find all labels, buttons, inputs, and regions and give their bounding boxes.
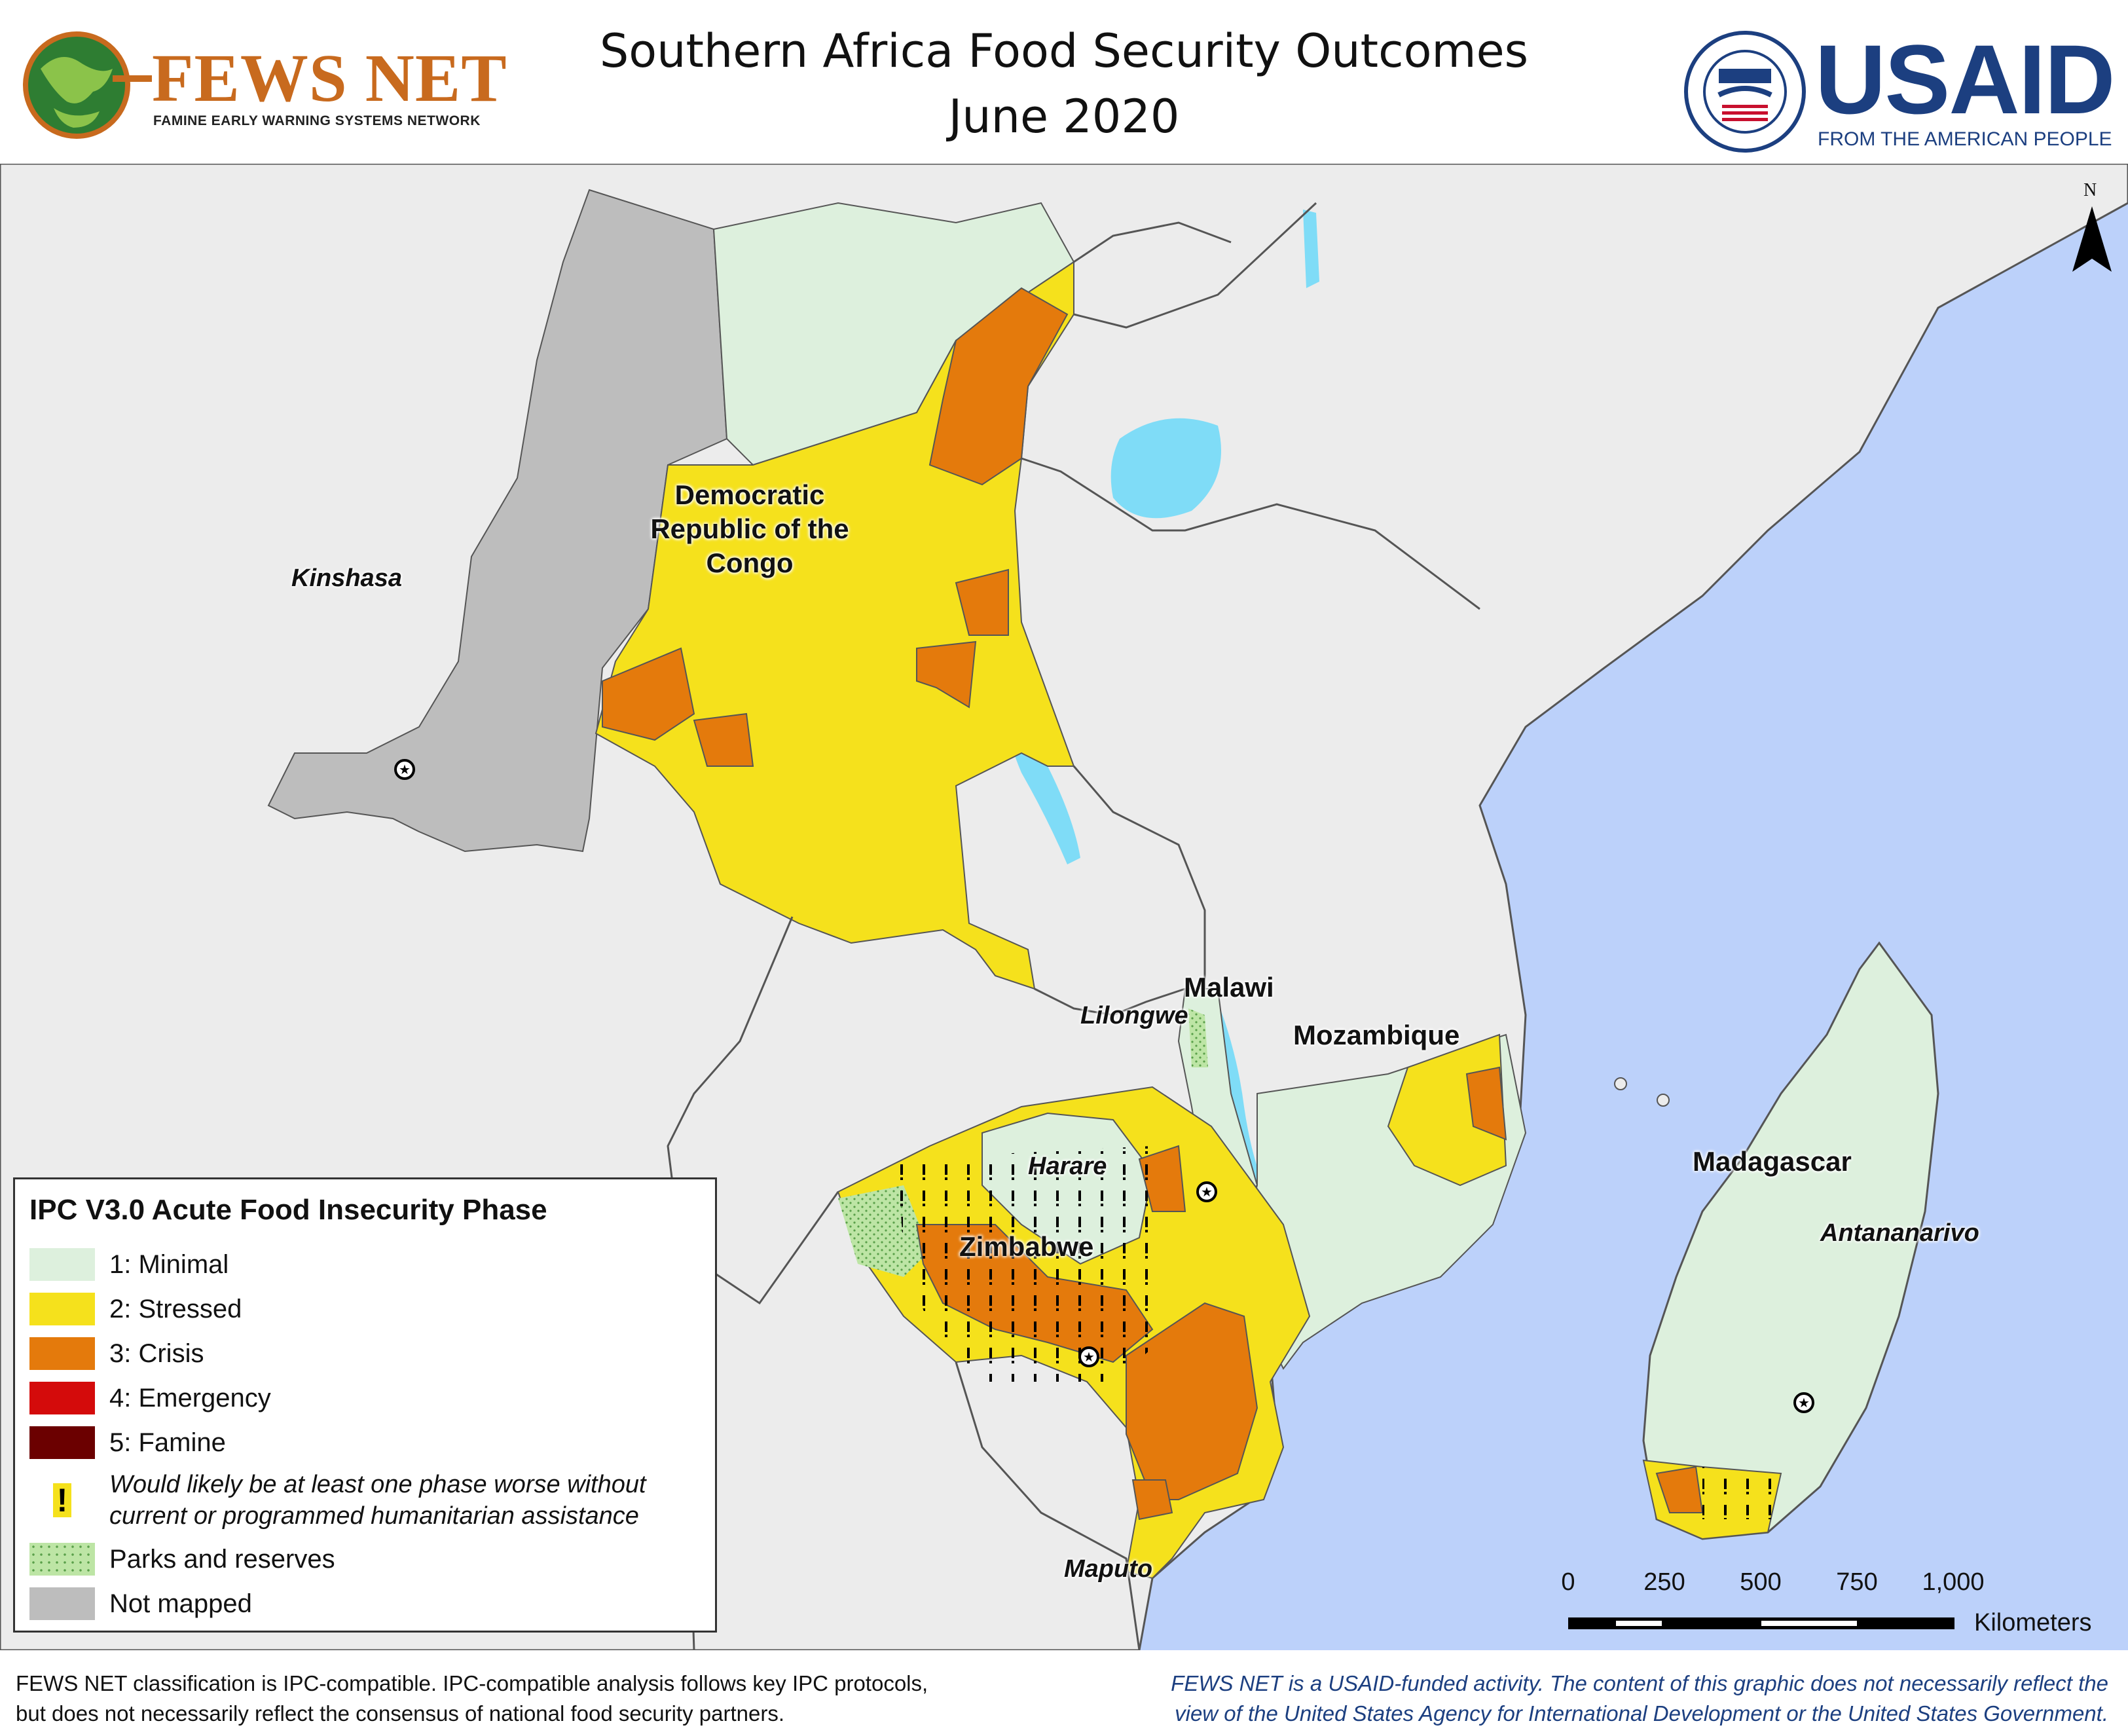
legend-swatch-minimal bbox=[29, 1248, 95, 1281]
scale-bar-graphic bbox=[1568, 1617, 1954, 1629]
usaid-seal-icon bbox=[1684, 31, 1806, 153]
fews-net-logo: FEWS NET FAMINE EARLY WARNING SYSTEMS NE… bbox=[14, 29, 507, 147]
label-drc: Democratic Republic of the Congo bbox=[650, 479, 849, 578]
label-madagascar: Madagascar bbox=[1693, 1146, 1852, 1177]
island-comoros-1 bbox=[1614, 1077, 1627, 1090]
legend-swatch-stressed bbox=[29, 1293, 95, 1325]
legend-item-emergency: 4: Emergency bbox=[29, 1380, 271, 1416]
legend-swatch-famine bbox=[29, 1426, 95, 1459]
usaid-logo-text: USAID bbox=[1815, 24, 2116, 134]
globe-icon bbox=[23, 31, 152, 139]
region-crisis-mozambique-north bbox=[1465, 1066, 1507, 1141]
footer-disclaimer-ipc: FEWS NET classification is IPC-compatibl… bbox=[16, 1669, 928, 1729]
lake-turkana bbox=[1303, 210, 1319, 288]
north-arrow: N bbox=[2069, 180, 2115, 278]
map-title: Southern Africa Food Security Outcomes J… bbox=[0, 18, 2128, 149]
legend-item-not-mapped: Not mapped bbox=[29, 1585, 252, 1622]
region-crisis-mozambique-maputo bbox=[1131, 1479, 1173, 1521]
footer-right-line1: FEWS NET is a USAID-funded activity. The… bbox=[1171, 1671, 2108, 1695]
footer-disclaimer-usaid: FEWS NET is a USAID-funded activity. The… bbox=[1171, 1669, 2108, 1729]
exclamation-icon: ! bbox=[52, 1483, 72, 1517]
legend-label-stressed: 2: Stressed bbox=[109, 1294, 242, 1323]
svg-text:★: ★ bbox=[1083, 1350, 1095, 1365]
map-title-line2: June 2020 bbox=[948, 90, 1180, 143]
footer-right-line2: view of the United States Agency for Int… bbox=[1175, 1701, 2108, 1726]
north-label: N bbox=[2083, 180, 2097, 200]
label-maputo: Maputo bbox=[1064, 1555, 1153, 1583]
scale-bar: 0 250 500 750 1,000 Kilometers bbox=[1555, 1568, 2112, 1640]
region-malawi-parks bbox=[1188, 1008, 1208, 1067]
label-lilongwe: Lilongwe bbox=[1080, 1002, 1188, 1029]
svg-text:★: ★ bbox=[399, 763, 411, 777]
legend-label-assistance: Would likely be at least one phase worse… bbox=[109, 1471, 646, 1530]
legend-item-famine: 5: Famine bbox=[29, 1424, 226, 1461]
assistance-overlay-madagascar bbox=[1702, 1467, 1781, 1519]
lake-victoria bbox=[1110, 418, 1221, 519]
label-zimbabwe: Zimbabwe bbox=[959, 1231, 1094, 1262]
legend-swatch-emergency bbox=[29, 1382, 95, 1414]
legend-assistance-symbol: ! bbox=[29, 1468, 95, 1533]
legend-item-crisis: 3: Crisis bbox=[29, 1335, 204, 1372]
legend-label-minimal: 1: Minimal bbox=[109, 1249, 229, 1279]
north-arrow-icon bbox=[2072, 206, 2112, 272]
region-crisis-drc-2 bbox=[955, 568, 1009, 636]
capital-marker-kinshasa: ★ bbox=[394, 759, 415, 780]
region-crisis-drc-5 bbox=[693, 712, 754, 767]
region-crisis-mozambique-south bbox=[1126, 1302, 1258, 1500]
capital-marker-antananarivo: ★ bbox=[1793, 1392, 1814, 1413]
legend-item-assistance: ! Would likely be at least one phase wor… bbox=[29, 1468, 699, 1533]
scale-tick-250: 250 bbox=[1643, 1568, 1685, 1596]
assistance-overlay-zimbabwe bbox=[897, 1146, 1159, 1382]
footer-left-line2: but does not necessarily reflect the con… bbox=[16, 1701, 784, 1726]
legend-item-parks: Parks and reserves bbox=[29, 1541, 335, 1578]
capital-marker-harare: ★ bbox=[1078, 1346, 1099, 1367]
scale-tick-500: 500 bbox=[1740, 1568, 1782, 1596]
header: FEWS NET FAMINE EARLY WARNING SYSTEMS NE… bbox=[0, 0, 2128, 164]
label-harare: Harare bbox=[1028, 1153, 1107, 1180]
label-mozambique: Mozambique bbox=[1293, 1020, 1460, 1050]
capital-marker-lilongwe: ★ bbox=[1196, 1181, 1217, 1202]
legend-label-parks: Parks and reserves bbox=[109, 1544, 335, 1574]
label-kinshasa: Kinshasa bbox=[291, 564, 402, 592]
fews-net-logo-text: FEWS NET bbox=[152, 41, 507, 116]
legend-swatch-parks bbox=[29, 1543, 95, 1576]
legend-title: IPC V3.0 Acute Food Insecurity Phase bbox=[29, 1194, 547, 1226]
scale-tick-750: 750 bbox=[1836, 1568, 1878, 1596]
label-antananarivo: Antananarivo bbox=[1820, 1219, 1979, 1247]
legend-label-famine: 5: Famine bbox=[109, 1428, 226, 1457]
legend-swatch-not-mapped bbox=[29, 1587, 95, 1620]
svg-text:★: ★ bbox=[1798, 1396, 1810, 1411]
svg-text:★: ★ bbox=[1201, 1185, 1213, 1200]
fews-net-logo-subtitle: FAMINE EARLY WARNING SYSTEMS NETWORK bbox=[153, 113, 481, 128]
label-malawi: Malawi bbox=[1184, 972, 1274, 1003]
scale-unit: Kilometers bbox=[1974, 1609, 2092, 1636]
footer-left-line1: FEWS NET classification is IPC-compatibl… bbox=[16, 1671, 928, 1695]
legend-item-minimal: 1: Minimal bbox=[29, 1246, 229, 1283]
legend-swatch-crisis bbox=[29, 1337, 95, 1370]
legend-label-not-mapped: Not mapped bbox=[109, 1589, 252, 1618]
legend-label-crisis: 3: Crisis bbox=[109, 1339, 204, 1368]
legend-label-emergency: 4: Emergency bbox=[109, 1383, 271, 1413]
legend: IPC V3.0 Acute Food Insecurity Phase 1: … bbox=[13, 1177, 717, 1633]
footer: FEWS NET classification is IPC-compatibl… bbox=[0, 1650, 2128, 1736]
legend-item-stressed: 2: Stressed bbox=[29, 1291, 242, 1327]
region-crisis-drc-4 bbox=[602, 647, 695, 741]
region-crisis-drc-3 bbox=[916, 640, 977, 709]
scale-tick-1000: 1,000 bbox=[1922, 1568, 1985, 1596]
usaid-tagline: FROM THE AMERICAN PEOPLE bbox=[1818, 128, 2112, 150]
scale-tick-0: 0 bbox=[1561, 1568, 1575, 1596]
island-comoros-2 bbox=[1657, 1094, 1670, 1107]
map-title-line1: Southern Africa Food Security Outcomes bbox=[599, 24, 1529, 78]
